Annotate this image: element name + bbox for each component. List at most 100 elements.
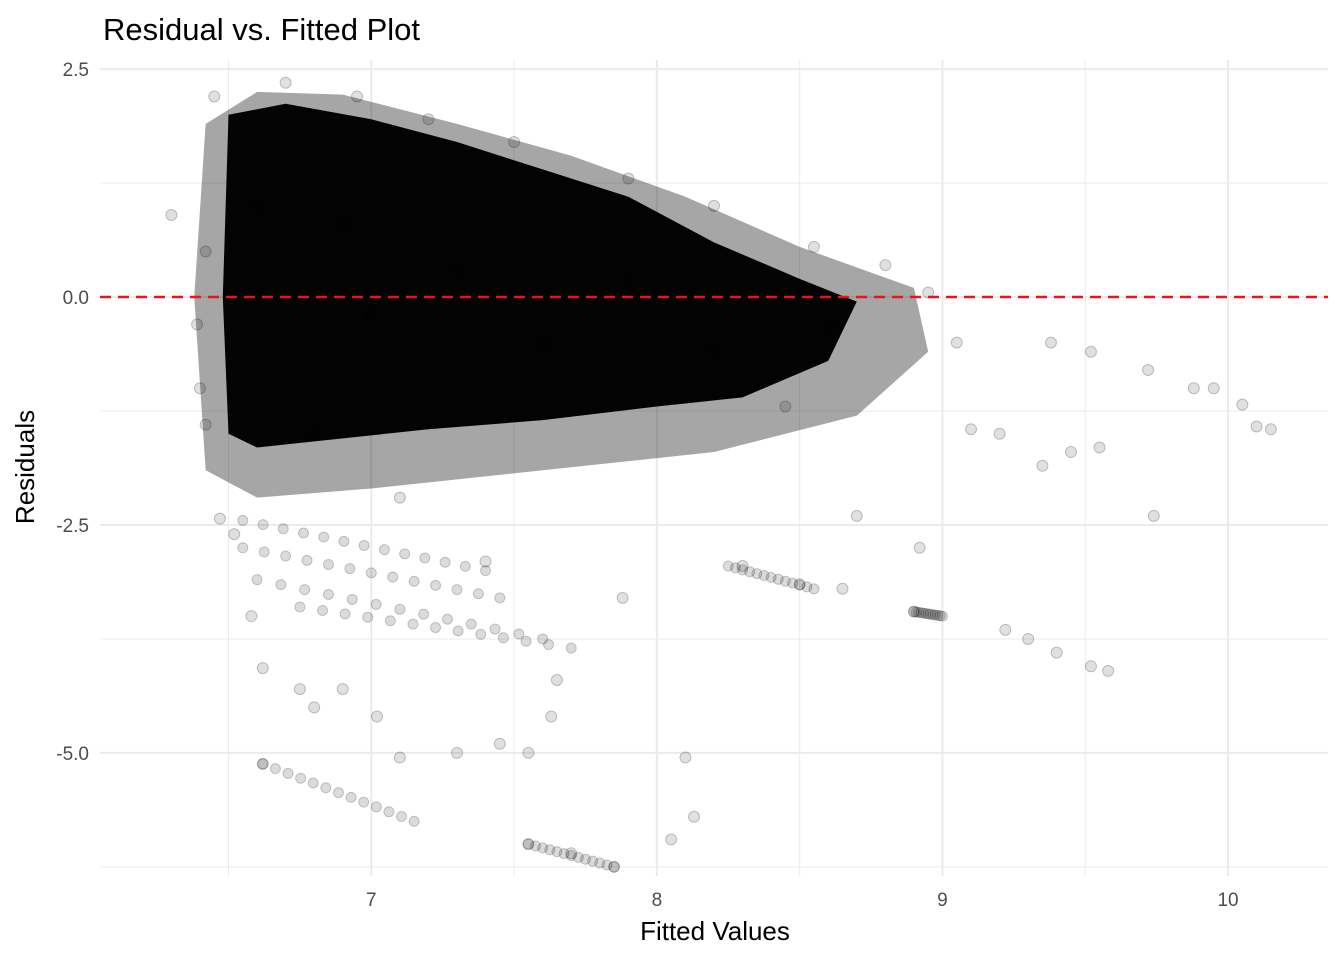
streak-point <box>608 861 620 873</box>
data-point <box>1044 336 1057 349</box>
streak-point <box>513 628 525 640</box>
y-axis-title: Residuals <box>10 410 40 524</box>
streak-point <box>365 567 377 579</box>
streak-point <box>344 563 356 575</box>
streak-point <box>929 609 941 621</box>
streak-point <box>765 571 777 583</box>
data-point <box>807 240 820 253</box>
streak-point <box>318 531 330 543</box>
dense-cloud-core <box>222 103 857 448</box>
streak-point <box>465 618 477 630</box>
data-point <box>779 400 792 413</box>
streak-point <box>419 552 431 564</box>
streak-point <box>275 579 287 591</box>
data-point <box>336 218 349 231</box>
data-point <box>565 847 578 860</box>
streak-point <box>269 763 281 775</box>
data-point <box>850 509 863 522</box>
data-point <box>1102 664 1115 677</box>
data-point <box>199 245 212 258</box>
data-point <box>536 336 549 349</box>
streak-point <box>384 615 396 627</box>
data-point <box>1187 382 1200 395</box>
data-point <box>950 336 963 349</box>
data-point <box>999 623 1012 636</box>
x-axis-title: Fitted Values <box>640 916 790 946</box>
streak-point <box>408 575 420 587</box>
streak-point <box>772 573 784 585</box>
streak-point <box>257 758 269 770</box>
data-point <box>1050 646 1063 659</box>
data-point <box>736 560 749 573</box>
data-point <box>708 345 720 358</box>
data-point <box>608 860 621 873</box>
y-tick-label: -2.5 <box>56 516 89 537</box>
streak-point <box>299 584 311 596</box>
data-point <box>1264 423 1277 436</box>
streak-point <box>295 772 307 784</box>
data-point <box>993 427 1006 440</box>
streak-point <box>601 859 613 871</box>
data-point <box>450 263 463 276</box>
y-tick-label: -5.0 <box>56 744 89 765</box>
streak-point <box>572 851 584 863</box>
streak-point <box>530 840 542 852</box>
data-point <box>336 683 349 696</box>
data-point <box>688 810 701 823</box>
streak-point <box>307 777 319 789</box>
streak-point <box>452 625 464 637</box>
data-point <box>545 710 558 723</box>
data-point <box>1093 441 1106 454</box>
data-point <box>1142 363 1155 376</box>
data-point <box>1207 382 1220 395</box>
streak-point <box>936 610 948 622</box>
data-point <box>450 746 463 759</box>
data-point <box>622 172 635 185</box>
streak-point <box>257 519 269 531</box>
streak-point <box>301 554 313 566</box>
data-point <box>208 90 221 103</box>
chart-title: Residual vs. Fitted Plot <box>103 12 420 47</box>
streak-point <box>280 550 292 562</box>
streak-point <box>378 544 390 556</box>
streak-point <box>744 566 756 578</box>
data-point <box>422 113 435 126</box>
streak-point <box>520 635 532 647</box>
x-tick-label: 7 <box>366 890 377 911</box>
streak-point <box>408 815 420 827</box>
y-tick-label: 2.5 <box>63 60 89 81</box>
streak-point <box>544 844 556 856</box>
streak-point <box>794 579 806 591</box>
streak-point <box>779 575 791 587</box>
data-point <box>1064 446 1077 459</box>
streak-point <box>480 565 492 577</box>
data-point <box>913 541 926 554</box>
data-point <box>279 76 292 89</box>
streak-point <box>399 548 411 560</box>
data-point <box>365 309 378 322</box>
streak-point <box>475 628 487 640</box>
data-point <box>965 423 978 436</box>
streak-point <box>459 560 471 572</box>
data-point <box>308 427 321 440</box>
data-point <box>228 528 241 541</box>
streak-point <box>808 583 820 595</box>
data-point <box>479 555 492 568</box>
y-tick-label: 0.0 <box>63 288 89 309</box>
data-point <box>622 272 635 285</box>
data-point <box>1147 509 1160 522</box>
streak-point <box>251 574 263 586</box>
streak-point <box>494 592 506 604</box>
streak-point <box>579 853 591 865</box>
streak-point <box>338 535 350 547</box>
streak-point <box>472 588 484 600</box>
dense-point-cloud <box>194 91 929 498</box>
streak-point <box>441 613 453 625</box>
data-point <box>550 673 563 686</box>
streak-point <box>913 606 925 618</box>
x-tick-label: 8 <box>652 890 663 911</box>
data-point <box>191 318 204 331</box>
streak-point <box>317 604 329 616</box>
streak-point <box>322 558 334 570</box>
